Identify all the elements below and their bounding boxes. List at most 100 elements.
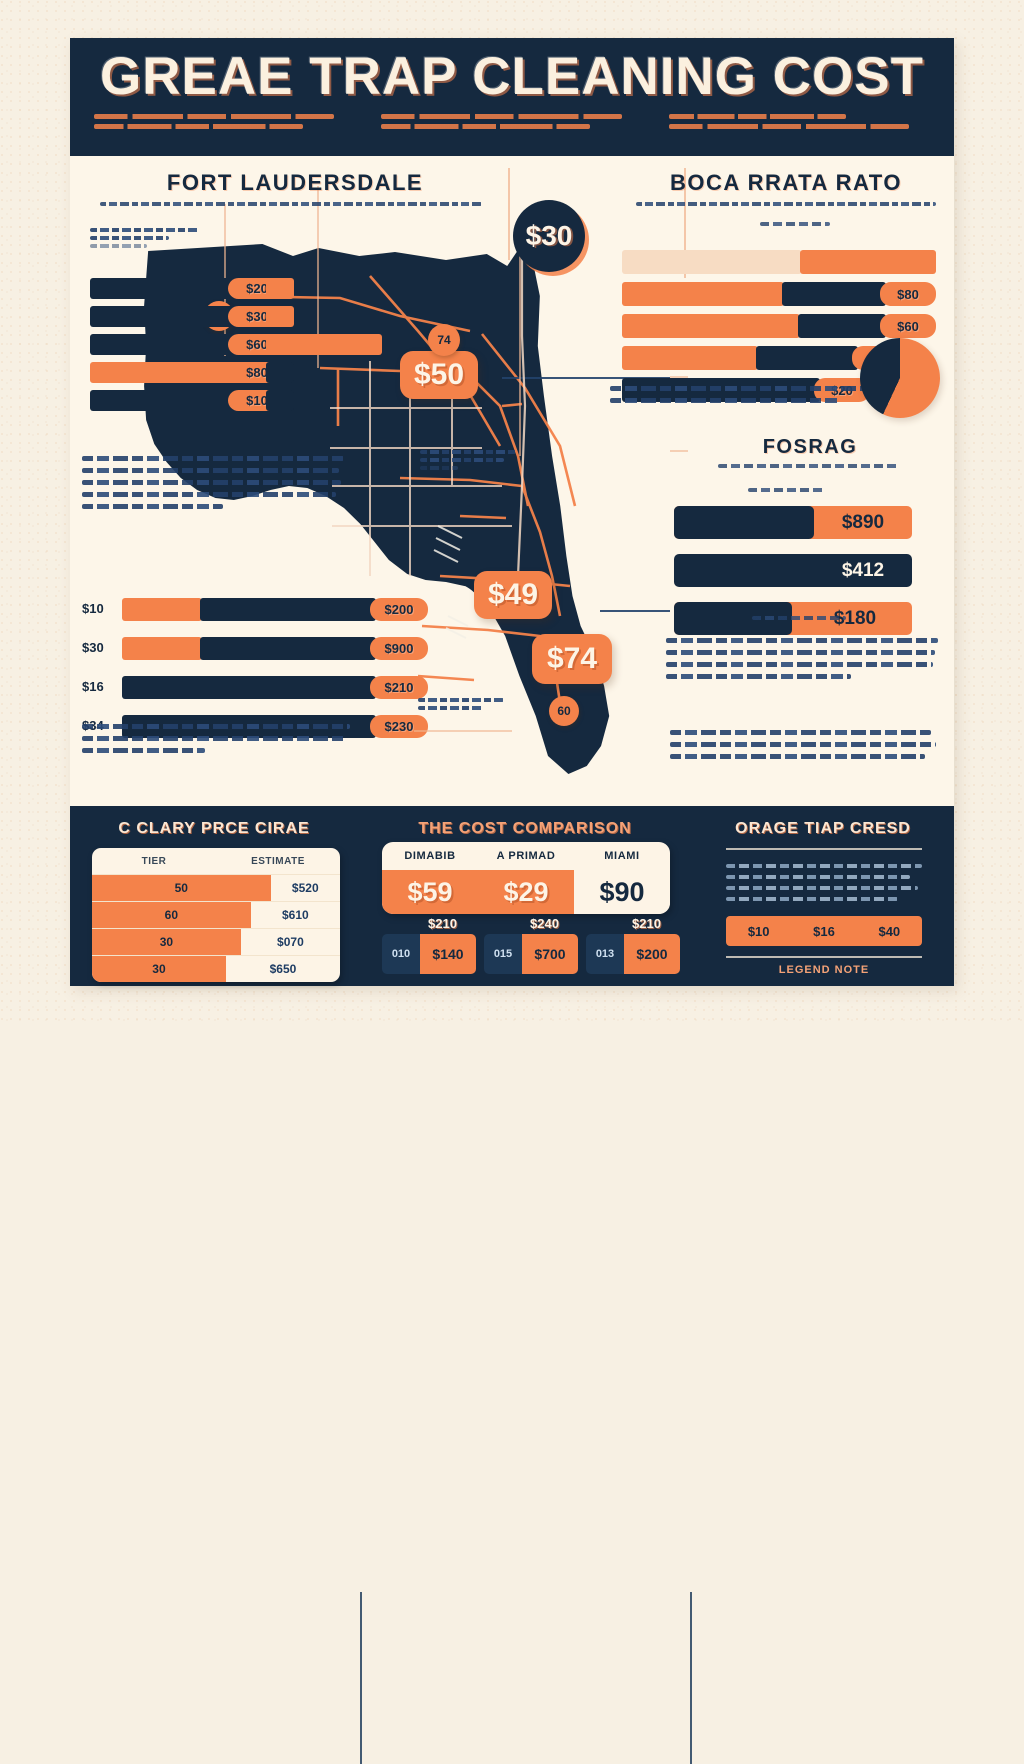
section-heading-fosrag: FOSRAG xyxy=(762,436,858,458)
chip-value: $700 xyxy=(522,934,578,974)
side-block[interactable] xyxy=(266,334,402,355)
table-cell-tier: 50 xyxy=(92,875,271,901)
divider-h-b xyxy=(670,450,688,452)
right-panel-value-strip[interactable]: $10 $16 $40 xyxy=(726,916,922,946)
strip-value-1: $10 xyxy=(747,923,770,939)
table-row[interactable]: 30 $070 xyxy=(92,928,340,955)
bar-row[interactable]: $412 xyxy=(674,554,930,587)
divider-vertical-left xyxy=(508,168,510,260)
bar-fill xyxy=(674,554,912,587)
chip-top-label-1: $210 xyxy=(428,916,457,931)
bar-segment-navy xyxy=(200,637,376,660)
blurred-text-line xyxy=(726,875,911,879)
map-marker-price-30[interactable]: $30 xyxy=(513,200,585,272)
map-ticks xyxy=(433,525,469,639)
blurred-text-line xyxy=(90,236,170,240)
bottom-panel-left: C CLARY PRCE CIRAE TIER ESTIMATE 50 $520… xyxy=(70,806,358,986)
kpi-col-2-label: A PRIMAD xyxy=(496,850,556,862)
blurred-text-line xyxy=(94,124,304,129)
kpi-chip-3[interactable]: 013 $200 xyxy=(586,934,680,974)
chip-top-label-2: $240 xyxy=(530,916,559,931)
blurred-text-line xyxy=(82,480,342,485)
bar-axis-label: $16 xyxy=(82,679,104,694)
right-panel-paragraph xyxy=(726,864,922,908)
mini-note-bottom xyxy=(418,698,504,714)
table-cell-tier: 30 xyxy=(92,929,241,955)
bar-row[interactable]: $10 $200 xyxy=(82,598,428,621)
table-row[interactable]: 50 $520 xyxy=(92,874,340,901)
blurred-text-line xyxy=(82,736,345,741)
paragraph-left-upper xyxy=(82,456,344,516)
bar-row[interactable] xyxy=(622,250,940,274)
bar-row[interactable]: $890 xyxy=(674,506,930,539)
table-cell-estimate: $650 xyxy=(269,962,297,976)
blurred-text-line xyxy=(666,650,936,655)
bar-segment-orange xyxy=(622,314,800,338)
kpi-chip-1[interactable]: 010 $140 xyxy=(382,934,476,974)
bottom-panel-mid: THE COST COMPARISON DIMABIB A PRIMAD MIA… xyxy=(362,806,688,986)
chip-key: 013 xyxy=(586,934,624,974)
table-row[interactable]: 30 $650 xyxy=(92,955,340,982)
bar-value-label: $412 xyxy=(841,559,885,581)
blurred-text-line xyxy=(668,124,910,129)
bottom-panel-strip: C CLARY PRCE CIRAE TIER ESTIMATE 50 $520… xyxy=(70,806,954,1764)
bar-value-label: $80 xyxy=(880,282,936,306)
kpi-value-3[interactable]: $90 xyxy=(574,870,670,914)
header-subtitle-col-2 xyxy=(381,114,642,148)
map-dot-marker-c[interactable]: 60 xyxy=(549,696,579,726)
map-dot-marker-b[interactable]: 74 xyxy=(428,324,460,356)
blurred-text-line xyxy=(726,897,899,901)
bar-row[interactable]: $60 xyxy=(622,314,940,338)
pie-chart-share[interactable] xyxy=(860,338,940,418)
side-blocks-group xyxy=(266,278,402,418)
section-subtitle-fort-lauderdale xyxy=(100,202,482,206)
paragraph-right-upper xyxy=(666,638,938,686)
bar-row[interactable]: $30 $900 xyxy=(82,637,428,660)
side-block-fill xyxy=(266,278,294,299)
mini-note-center xyxy=(420,450,516,474)
side-block-fill xyxy=(266,390,294,411)
side-block[interactable] xyxy=(266,278,386,299)
price-table-header: TIER ESTIMATE xyxy=(92,848,340,874)
blurred-text-line xyxy=(610,386,890,391)
bar-segment xyxy=(90,334,246,355)
blurred-text-line xyxy=(82,468,339,473)
bar-segment-highlight xyxy=(90,362,246,383)
bar-segment-orange xyxy=(622,346,758,370)
paragraph-boca-caption xyxy=(610,386,890,410)
blurred-text-line xyxy=(82,748,206,753)
bar-segment-orange xyxy=(122,598,202,621)
bar-value-label: $900 xyxy=(370,637,428,660)
header-subtitle-columns xyxy=(94,114,930,148)
divider-note-underline xyxy=(414,730,512,732)
table-row[interactable]: 60 $610 xyxy=(92,901,340,928)
mini-note-left xyxy=(90,228,200,252)
bar-value-label: $60 xyxy=(880,314,936,338)
table-cell-estimate: $610 xyxy=(282,908,309,922)
table-cell-tier: 60 xyxy=(92,902,251,928)
blurred-text-line xyxy=(420,466,459,470)
bar-value-label: $180 xyxy=(833,607,877,629)
section-caption-boca-raton xyxy=(760,222,830,226)
bar-value-label: $890 xyxy=(841,511,885,533)
side-block[interactable] xyxy=(266,306,386,327)
bottom-divider-2 xyxy=(690,1592,692,1764)
blurred-text-line xyxy=(82,504,224,509)
map-marker-price-49[interactable]: $49 xyxy=(474,571,552,619)
section-axis-label-fosrag xyxy=(748,488,824,492)
header-banner: GREAE TRAP CLEANING COST xyxy=(70,38,954,156)
kpi-chip-2[interactable]: 015 $700 xyxy=(484,934,578,974)
blurred-text-line xyxy=(666,662,933,667)
side-block[interactable] xyxy=(266,362,386,383)
chip-top-label-3: $210 xyxy=(632,916,661,931)
kpi-values: $59 $29 $90 xyxy=(382,870,670,914)
side-block[interactable] xyxy=(266,390,386,411)
chip-value: $200 xyxy=(624,934,680,974)
map-marker-price-74[interactable]: $74 xyxy=(532,634,612,684)
kpi-value-1[interactable]: $59 xyxy=(382,870,478,914)
blurred-text-line xyxy=(420,450,516,454)
bar-row[interactable]: $16 $210 xyxy=(82,676,428,699)
map-marker-price-50[interactable]: $50 xyxy=(400,351,478,399)
kpi-value-2[interactable]: $29 xyxy=(478,870,574,914)
bar-row[interactable]: $80 xyxy=(622,282,940,306)
